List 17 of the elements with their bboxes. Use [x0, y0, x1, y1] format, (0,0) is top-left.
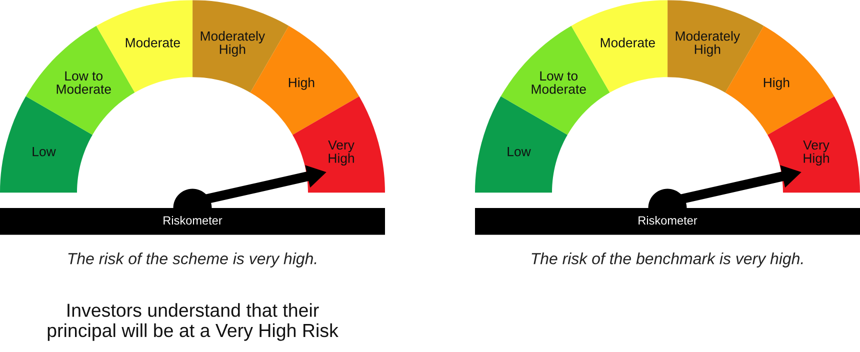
slice-label: Very High — [803, 140, 830, 166]
slice-label: Low — [32, 147, 56, 156]
slice-label: Low — [508, 147, 531, 156]
slice-label: Low to Moderate — [532, 71, 586, 94]
slice-label: Moderately High — [200, 31, 266, 57]
text: Riskometer — [638, 216, 698, 225]
slice-label: Moderately High — [676, 31, 740, 57]
slice-label: Moderate — [126, 38, 180, 48]
slice-label: Very High — [328, 140, 354, 166]
slice-label: High — [764, 78, 790, 90]
text: The risk of the benchmark is very high. — [532, 252, 803, 268]
slice-label: High — [288, 78, 314, 90]
text: The risk of the scheme is very high. — [68, 252, 316, 268]
text: Riskometer — [164, 216, 222, 225]
text: Investors understand that their principal will be at a Very High Risk — [48, 303, 338, 341]
slice-label: Moderate — [600, 38, 655, 48]
slice-label: Low to Moderate — [56, 71, 111, 94]
